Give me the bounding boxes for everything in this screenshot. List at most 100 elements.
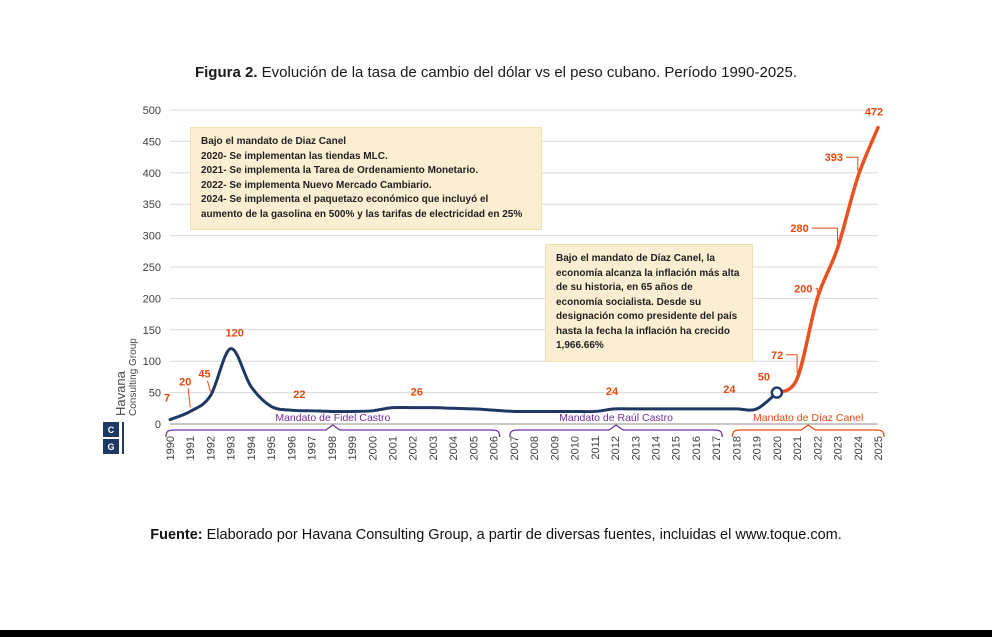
data-label: 472 <box>865 107 883 119</box>
x-axis-tick-label: 2023 <box>833 436 845 460</box>
hcg-logo-letter-c: C <box>103 422 119 437</box>
x-axis-tick-label: 1998 <box>327 436 339 460</box>
data-label: 20 <box>179 376 191 388</box>
x-axis-tick-label: 2015 <box>671 436 683 460</box>
x-axis-tick-label: 2003 <box>428 436 440 460</box>
x-axis-tick-label: 2018 <box>731 436 743 460</box>
figure-label: Figura 2. <box>194 64 258 81</box>
x-axis-tick-label: 2013 <box>630 436 642 460</box>
source-text: Elaborado por Havana Consulting Group, a… <box>202 527 842 543</box>
leader-line <box>815 287 818 293</box>
y-axis-tick-label: 200 <box>143 293 161 305</box>
y-axis-tick-label: 350 <box>143 199 161 211</box>
x-axis-tick-label: 2004 <box>448 436 460 460</box>
x-axis-tick-label: 1994 <box>246 436 258 460</box>
data-label: 72 <box>771 350 783 362</box>
period-label: Mandato de Fidel Castro <box>275 412 390 424</box>
data-label: 50 <box>758 372 770 384</box>
x-axis-tick-label: 2000 <box>367 436 379 460</box>
annotation-line: 2021- Se implementa la Tarea de Ordenami… <box>201 165 479 176</box>
y-axis-tick-label: 150 <box>143 325 161 337</box>
annotation-diaz-canel-measures: Bajo el mandato de Diaz Canel 2020- Se im… <box>190 127 542 230</box>
page-title: Figura 2. Evolución de la tasa de cambio… <box>0 64 992 81</box>
data-label: 24 <box>723 384 736 396</box>
x-axis-tick-label: 2011 <box>590 436 602 460</box>
x-axis-tick-label: 2025 <box>873 436 885 460</box>
period-label: Mandato de Díaz Canel <box>753 412 863 424</box>
period-bracket <box>509 424 723 438</box>
annotation-inflation-text: Bajo el mandato de Díaz Canel, la econom… <box>556 253 740 351</box>
x-axis-tick-label: 1990 <box>165 436 177 460</box>
data-label: 120 <box>226 328 244 340</box>
y-axis-tick-label: 400 <box>143 168 161 180</box>
figure-title-text: Evolución de la tasa de cambio del dólar… <box>257 64 798 81</box>
brand-name: Havana <box>113 371 128 416</box>
x-axis-tick-label: 2017 <box>711 436 723 460</box>
x-axis-tick-label: 1992 <box>205 436 217 460</box>
x-axis-tick-label: 2010 <box>570 436 582 460</box>
period-bracket <box>731 424 885 438</box>
x-axis-tick-label: 2024 <box>853 436 865 460</box>
x-axis-tick-label: 2021 <box>792 436 804 460</box>
bottom-black-bar <box>0 630 992 637</box>
y-axis-tick-label: 0 <box>155 419 161 431</box>
data-point-marker <box>770 386 784 399</box>
hcg-logo: C G <box>103 422 124 454</box>
hcg-logo-squares: C G <box>103 422 119 454</box>
series-line <box>775 125 880 395</box>
x-axis-tick-label: 1997 <box>307 436 319 460</box>
annotation-line: 2020- Se implementan las tiendas MLC. <box>201 150 388 162</box>
x-axis-tick-label: 2020 <box>772 436 784 460</box>
hcg-logo-letter-g: G <box>103 439 119 454</box>
data-label: 200 <box>794 283 812 295</box>
x-axis-tick-label: 1991 <box>185 436 197 460</box>
y-axis-tick-label: 300 <box>143 231 161 243</box>
source-label: Fuente: <box>150 527 203 543</box>
annotation-line: 2024- Se implementa el paquetazo económi… <box>201 194 523 220</box>
leader-line <box>845 156 859 172</box>
x-axis-tick-label: 1993 <box>226 436 238 460</box>
x-axis-tick-label: 2014 <box>650 436 662 460</box>
y-axis-tick-label: 450 <box>143 136 161 148</box>
period-bracket <box>165 424 501 438</box>
data-label: 280 <box>790 223 808 235</box>
x-axis-tick-label: 2001 <box>388 436 400 460</box>
x-axis-tick-label: 2006 <box>489 436 501 460</box>
leader-line <box>811 227 839 243</box>
data-label: 45 <box>198 369 210 381</box>
y-axis-tick-label: 100 <box>143 356 161 368</box>
leader-line <box>187 388 191 408</box>
data-label: 7 <box>164 393 170 405</box>
x-axis-tick-label: 2002 <box>408 436 420 460</box>
x-axis-tick-label: 2005 <box>468 436 480 460</box>
x-axis-tick-label: 1999 <box>347 436 359 460</box>
x-axis-tick-label: 2019 <box>752 436 764 460</box>
x-axis-tick-label: 2009 <box>549 436 561 460</box>
annotation-line: Bajo el mandato de Diaz Canel <box>201 136 347 147</box>
annotation-inflation-note: Bajo el mandato de Díaz Canel, la econom… <box>545 244 753 362</box>
annotation-line: 2022- Se implementa Nuevo Mercado Cambia… <box>201 179 432 191</box>
leader-line <box>206 380 211 392</box>
period-label: Mandato de Raúl Castro <box>559 412 673 424</box>
y-axis-tick-label: 50 <box>149 388 161 400</box>
x-axis-tick-label: 1995 <box>266 436 278 460</box>
leader-line <box>785 354 798 373</box>
x-axis-tick-label: 2016 <box>691 436 703 460</box>
x-axis-tick-label: 2008 <box>529 436 541 460</box>
brand-subname: Consulting Group <box>128 338 139 416</box>
x-axis-tick-label: 2007 <box>509 436 521 460</box>
data-label: 24 <box>606 386 619 398</box>
y-axis-tick-label: 500 <box>143 105 161 117</box>
series-line <box>168 347 779 422</box>
havana-consulting-group-branding: Havana Consulting Group <box>113 292 139 416</box>
data-label: 22 <box>293 389 305 401</box>
hcg-logo-divider <box>122 422 124 454</box>
x-axis-tick-label: 2012 <box>610 436 622 460</box>
data-label: 26 <box>411 387 423 399</box>
source-note: Fuente: Elaborado por Havana Consulting … <box>0 527 992 543</box>
x-axis-tick-label: 2022 <box>812 436 824 460</box>
y-axis-tick-label: 250 <box>143 262 161 274</box>
data-label: 393 <box>825 152 843 164</box>
x-axis-tick-label: 1996 <box>286 436 298 460</box>
